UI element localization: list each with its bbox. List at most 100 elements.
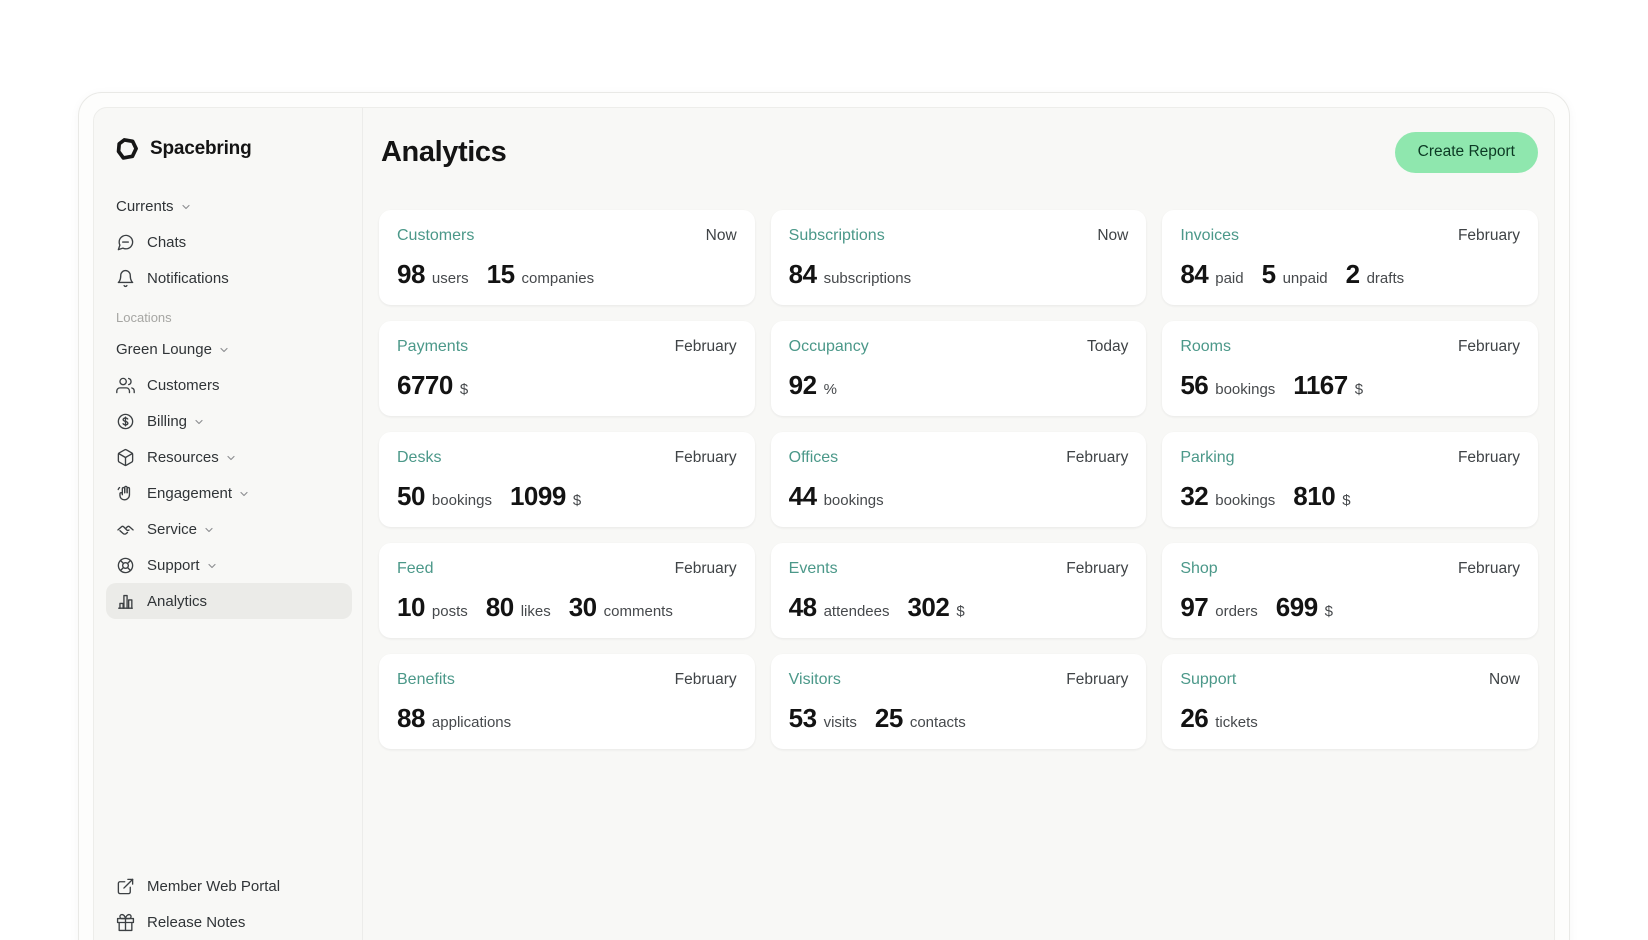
- metric-unit: attendees: [823, 603, 890, 620]
- metric-card-period: Now: [1097, 227, 1129, 244]
- sidebar-item[interactable]: Support: [106, 547, 352, 583]
- sidebar-item-icon: [116, 484, 135, 503]
- metric-unit: drafts: [1366, 270, 1405, 287]
- chevron-down-icon: [193, 416, 205, 428]
- metric-unit: bookings: [431, 492, 492, 509]
- metric-value: 88: [397, 703, 425, 733]
- metric-card[interactable]: Feed February 10 posts: [379, 543, 755, 638]
- metric-card-header: Payments February: [397, 338, 737, 356]
- brand: Spacebring: [114, 134, 344, 164]
- app-window: Spacebring Currents Chats: [93, 107, 1555, 940]
- sidebar-item[interactable]: Member Web Portal: [106, 868, 352, 904]
- spacebring-logo-icon: [114, 136, 140, 162]
- metric-unit: companies: [521, 270, 595, 287]
- metric-unit: $: [572, 492, 582, 509]
- metric-card-title: Support: [1180, 671, 1237, 688]
- metric-card-values: 84 subscriptions: [789, 259, 1129, 290]
- create-report-button[interactable]: Create Report: [1394, 131, 1538, 173]
- chevron-down-icon: [203, 524, 215, 536]
- metric-card[interactable]: Offices February 44 bookings: [770, 432, 1147, 527]
- sidebar-item-label: Service: [147, 521, 198, 538]
- sidebar-item[interactable]: Analytics: [106, 583, 352, 619]
- metric: 5 unpaid: [1262, 259, 1328, 290]
- metric-unit: $: [1354, 381, 1364, 398]
- metric-card[interactable]: Payments February 6770 $: [379, 321, 755, 416]
- sidebar-item[interactable]: Currents: [106, 188, 352, 224]
- sidebar-bottom-nav: Member Web Portal Release Notes: [114, 868, 344, 940]
- metric-card[interactable]: Parking February 32 bookings: [1162, 432, 1538, 527]
- sidebar-item[interactable]: Green Lounge: [106, 331, 352, 367]
- sidebar-item[interactable]: Service: [106, 511, 352, 547]
- chevron-down-icon: [206, 560, 218, 572]
- metric-card[interactable]: Rooms February 56 bookings: [1162, 321, 1538, 416]
- metric-card[interactable]: Visitors February 53 visits: [770, 654, 1147, 749]
- metric-card-values: 84 paid 5 unpaid 2: [1180, 259, 1520, 290]
- metric-unit: subscriptions: [823, 270, 912, 287]
- metric-card[interactable]: Subscriptions Now 84 subscriptions: [770, 210, 1147, 305]
- metric: 10 posts: [397, 592, 468, 623]
- metric-card-period: February: [1066, 671, 1129, 688]
- metric-value: 98: [397, 259, 425, 289]
- metric-card-period: February: [1066, 449, 1129, 466]
- metric-card[interactable]: Occupancy Today 92 %: [770, 321, 1147, 416]
- metric-card-period: February: [1066, 560, 1129, 577]
- sidebar-item-icon: [116, 913, 135, 932]
- metric-card-header: Benefits February: [397, 671, 737, 689]
- metric-card[interactable]: Invoices February 84 paid: [1162, 210, 1538, 305]
- metric-card-period: February: [674, 560, 737, 577]
- chevron-down-icon: [238, 488, 250, 500]
- metric-card-header: Customers Now: [397, 227, 737, 245]
- sidebar-item[interactable]: Engagement: [106, 475, 352, 511]
- metric: 699 $: [1276, 592, 1333, 623]
- metric-card-title: Invoices: [1180, 227, 1240, 244]
- metric: 26 tickets: [1180, 703, 1257, 734]
- metric-value: 48: [788, 592, 817, 622]
- main-content: Analytics Create Report Customers Now: [363, 108, 1554, 940]
- sidebar-item[interactable]: Notifications: [106, 260, 352, 296]
- metric-unit: bookings: [823, 492, 884, 509]
- metric-card-period: Now: [705, 227, 737, 244]
- metric-card-values: 56 bookings 1167 $: [1180, 370, 1520, 401]
- metric: 56 bookings: [1180, 370, 1275, 401]
- metric-card-values: 32 bookings 810 $: [1180, 481, 1520, 512]
- sidebar-item[interactable]: Billing: [106, 403, 352, 439]
- metric-card[interactable]: Events February 48 attendees: [770, 543, 1147, 638]
- metric-card-header: Feed February: [397, 560, 737, 578]
- metric-card-period: February: [674, 338, 737, 355]
- sidebar-item[interactable]: Release Notes: [106, 904, 352, 940]
- sidebar-item-label: Billing: [147, 413, 188, 430]
- metric-card[interactable]: Benefits February 88 applications: [379, 654, 755, 749]
- metric-card[interactable]: Desks February 50 bookings: [379, 432, 755, 527]
- sidebar-item-label: Green Lounge: [116, 341, 212, 358]
- metric-value: 26: [1180, 703, 1209, 733]
- metric: 97 orders: [1180, 592, 1257, 623]
- metric-unit: bookings: [1215, 381, 1276, 398]
- metric-value: 30: [568, 592, 597, 622]
- chevron-down-icon: [225, 452, 237, 464]
- metric-card[interactable]: Customers Now 98 users: [379, 210, 755, 305]
- sidebar-locations-nav: Green Lounge Customers Billing: [106, 331, 352, 619]
- metric-value: 1167: [1293, 370, 1348, 400]
- metric-card-title: Rooms: [1180, 338, 1232, 355]
- metric-card-period: Today: [1086, 338, 1129, 355]
- sidebar-item-icon: [116, 412, 135, 431]
- metric-card-header: Invoices February: [1180, 227, 1520, 245]
- metric: 15 companies: [487, 259, 594, 290]
- metric-card[interactable]: Shop February 97 orders: [1162, 543, 1538, 638]
- locations-section-label: Locations: [116, 310, 172, 325]
- sidebar-item[interactable]: Chats: [106, 224, 352, 260]
- metric-unit: comments: [603, 603, 673, 620]
- sidebar-item[interactable]: Resources: [106, 439, 352, 475]
- metric-card[interactable]: Support Now 26 tickets: [1162, 654, 1538, 749]
- metric-card-title: Payments: [397, 338, 469, 355]
- metric-unit: users: [431, 270, 469, 287]
- chevron-down-icon: [218, 344, 230, 356]
- metric-value: 97: [1180, 592, 1209, 622]
- metric-unit: $: [1324, 603, 1334, 620]
- metric-unit: %: [823, 381, 837, 398]
- sidebar-item[interactable]: Customers: [106, 367, 352, 403]
- metric-value: 6770: [397, 370, 453, 400]
- metric-value: 1099: [509, 481, 566, 511]
- sidebar-item-label: Notifications: [147, 270, 229, 287]
- metric: 98 users: [397, 259, 469, 290]
